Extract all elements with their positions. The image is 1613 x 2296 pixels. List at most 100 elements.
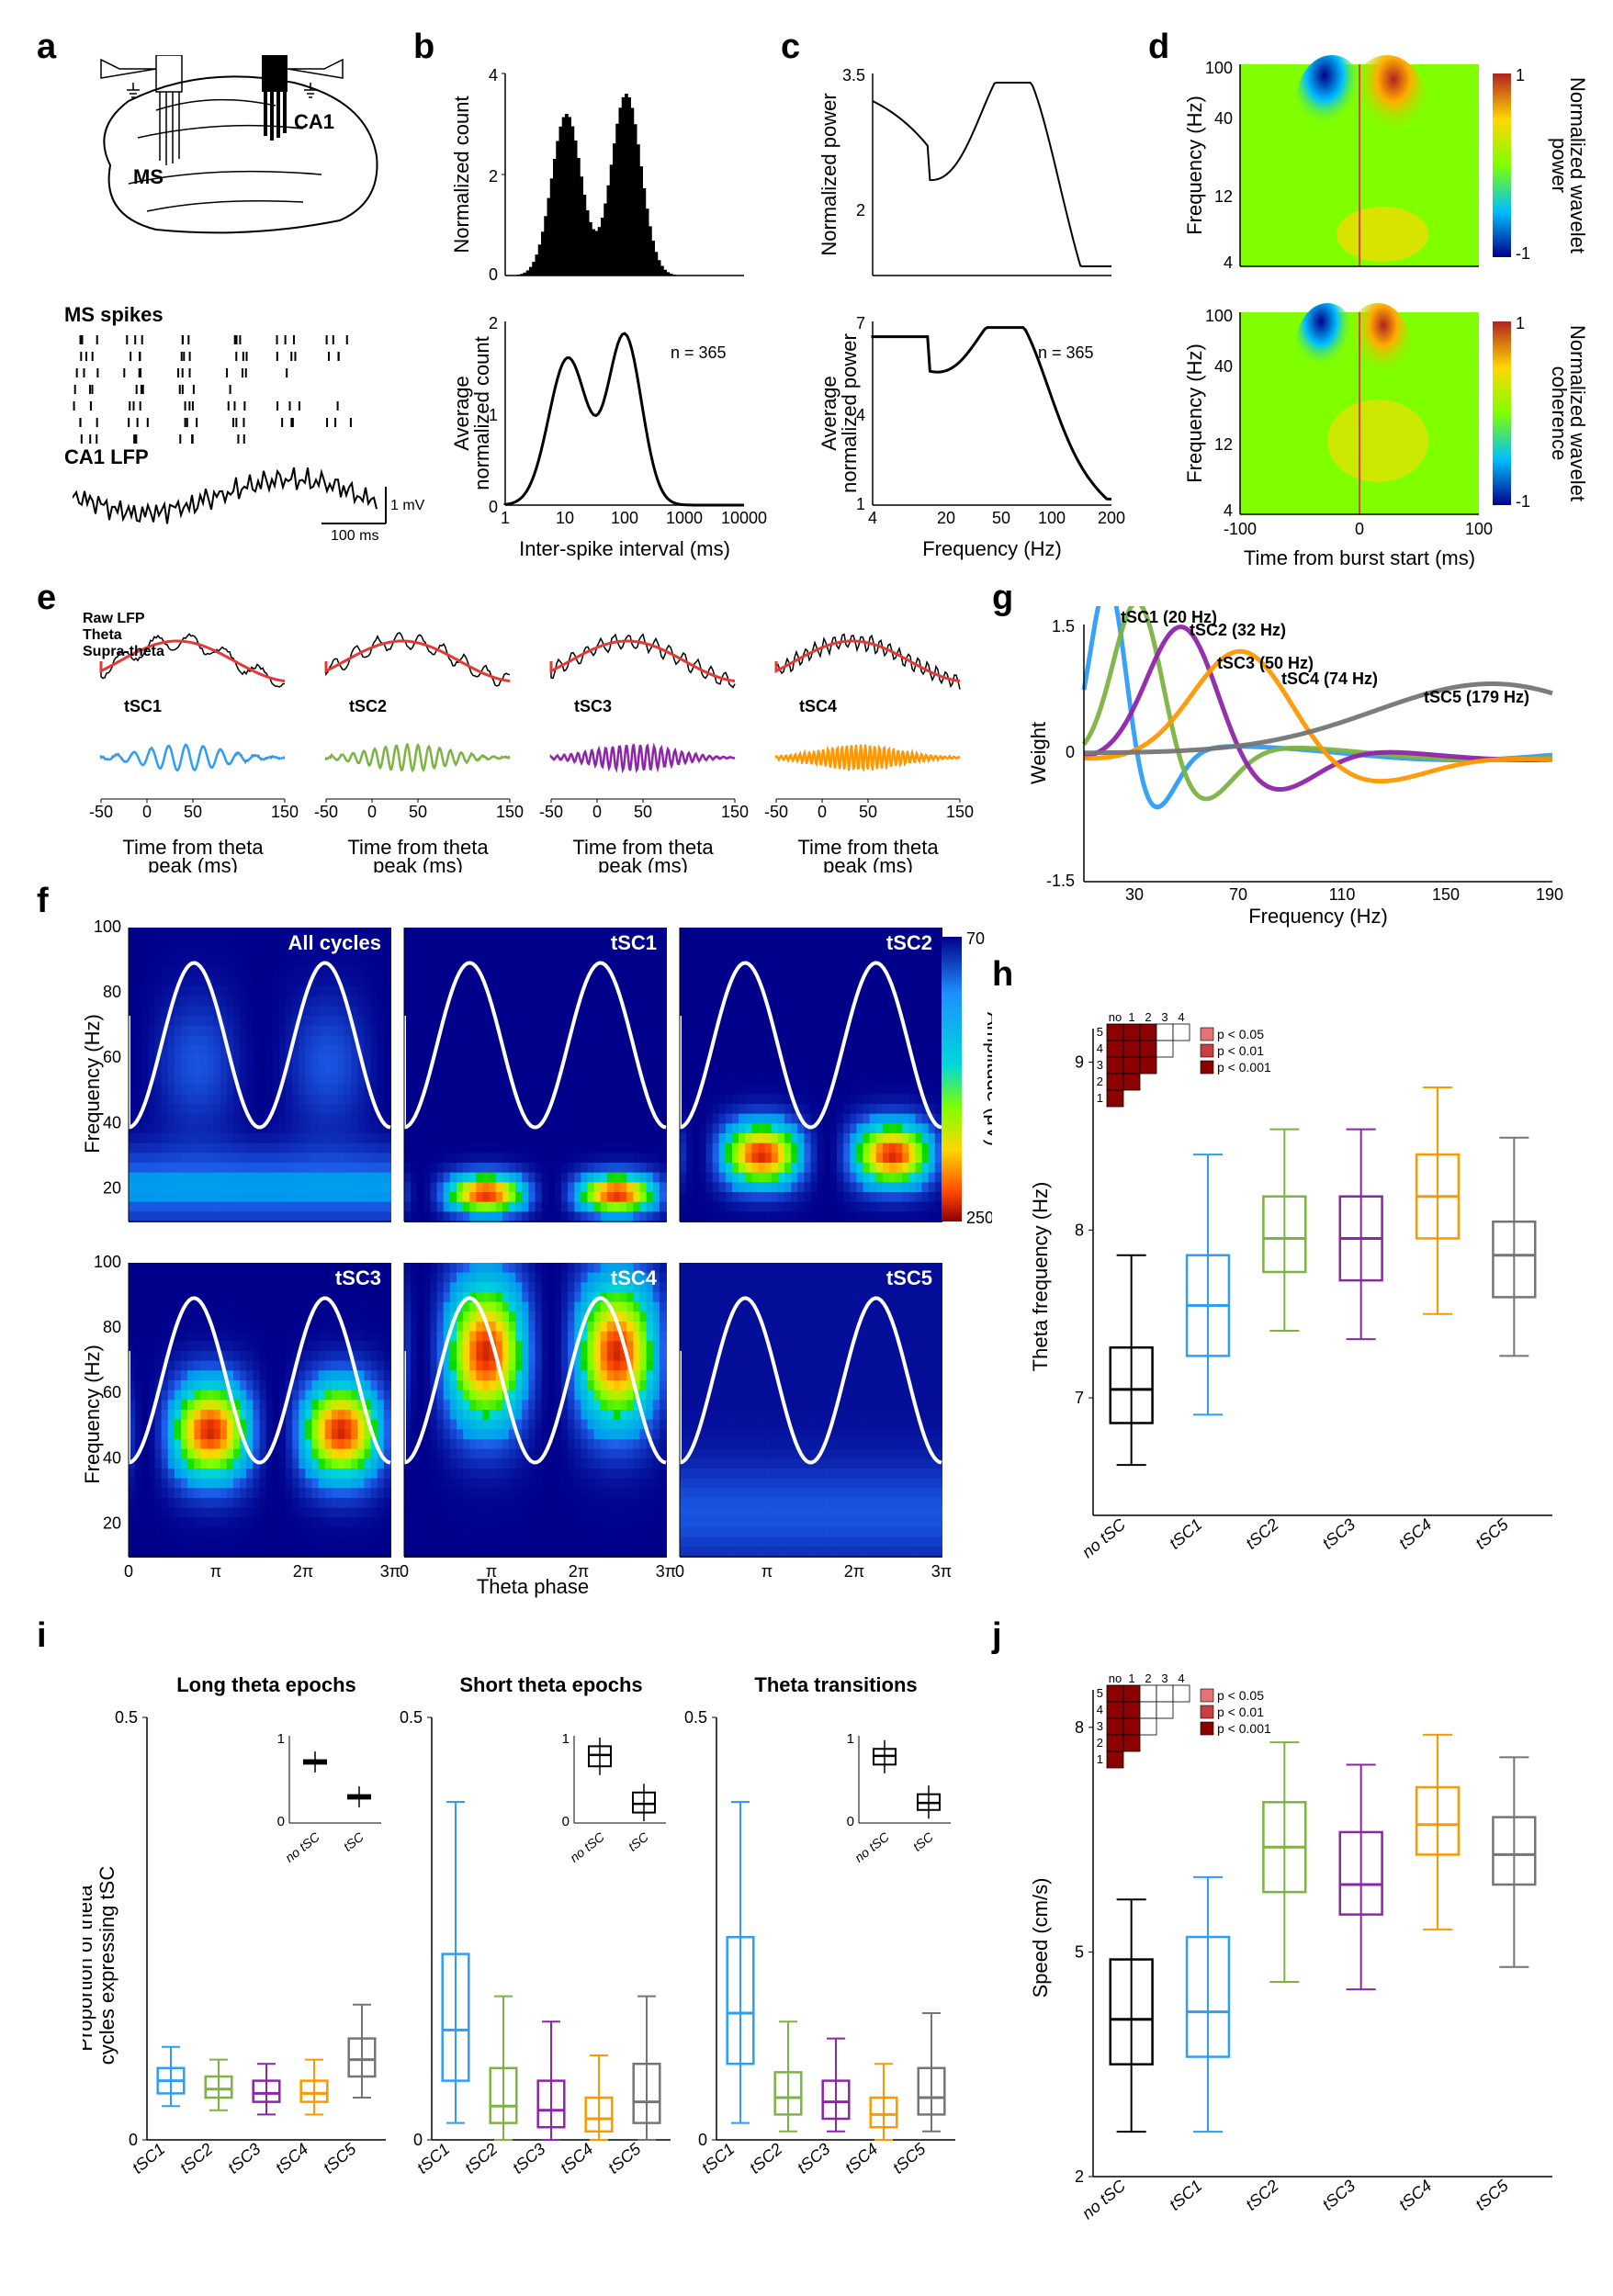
svg-text:12: 12 [1214,435,1233,454]
svg-text:80: 80 [103,983,121,1001]
panel-a-traces: MS spikes CA1 LFP 1 mV 100 ms [64,303,432,560]
svg-text:tSC4: tSC4 [799,697,837,715]
svg-text:200: 200 [1098,509,1125,527]
svg-text:10000: 10000 [721,509,767,527]
svg-text:All cycles: All cycles [288,931,381,954]
panel-j: 258no tSCtSC1tSC2tSC3tSC4tSC554321no1234… [1029,1653,1580,2259]
svg-text:0: 0 [489,265,498,284]
svg-text:tSC1: tSC1 [611,931,657,954]
ca1-lfp-label: CA1 LFP [64,445,149,468]
svg-text:-50: -50 [314,803,338,821]
svg-text:4: 4 [1224,253,1233,272]
panel-f-svg: All cycles20406080100tSC1tSC2tSC32040608… [83,918,992,1598]
panel-label-g: g [992,579,1013,618]
svg-text:100: 100 [611,509,638,527]
svg-text:1000: 1000 [666,509,703,527]
panel-i: Proportion of theta cycles expressing tS… [83,1653,992,2259]
f-cbar-label: Amplitude (μV) [983,1012,992,1146]
svg-text:0: 0 [1355,520,1364,538]
svg-text:0: 0 [142,803,152,821]
svg-text:1: 1 [501,509,510,527]
svg-text:100: 100 [1205,307,1233,325]
svg-text:60: 60 [103,1048,121,1066]
svg-text:150: 150 [946,803,974,821]
h-ylabel: Theta frequency (Hz) [1029,1182,1052,1372]
d-bot-cbar: Normalized waveletcoherence [1548,325,1589,501]
g-xlabel: Frequency (Hz) [1248,905,1388,928]
panel-label-h: h [992,955,1013,995]
svg-text:1: 1 [1516,66,1525,84]
svg-text:40: 40 [103,1113,121,1131]
g-tsc4: tSC4 (74 Hz) [1281,670,1378,688]
svg-text:Time from thetapeak (ms): Time from thetapeak (ms) [797,836,939,872]
c-n-text: n = 365 [1038,343,1094,362]
svg-text:50: 50 [634,803,652,821]
panel-c: 3.5 2 Normalized power 7 4 1 4 20 50 100… [818,55,1139,569]
svg-text:Time from thetapeak (ms): Time from thetapeak (ms) [572,836,714,872]
ms-spikes-label: MS spikes [64,303,164,326]
legend-raw: Raw LFP [83,611,145,626]
d-xlabel: Time from burst start (ms) [1244,546,1475,569]
panel-f: All cycles20406080100tSC1tSC2tSC32040608… [83,918,992,1598]
g-tsc2: tSC2 (32 Hz) [1190,621,1286,639]
svg-text:tSC2: tSC2 [886,931,932,954]
svg-text:100: 100 [94,918,121,936]
svg-text:20: 20 [103,1178,121,1197]
panel-label-f: f [37,882,49,921]
svg-text:-1: -1 [1516,244,1530,263]
svg-text:-1: -1 [1516,492,1530,511]
d-top-cbar: Normalized waveletpower [1548,77,1589,253]
c-top-ylabel: Normalized power [818,93,840,255]
svg-text:3.5: 3.5 [842,66,865,84]
svg-text:2: 2 [856,201,865,219]
b-top-ylabel: Normalized count [450,96,473,253]
svg-text:100: 100 [1205,59,1233,77]
svg-text:0: 0 [818,803,827,821]
svg-text:2: 2 [489,167,498,186]
panel-label-a: a [37,28,56,67]
svg-text:tSC2: tSC2 [349,697,387,715]
svg-text:-100: -100 [1224,520,1257,538]
b-xlabel: Inter-spike interval (ms) [519,537,730,560]
svg-text:1: 1 [1516,314,1525,332]
b-n-text: n = 365 [671,343,727,362]
svg-text:150: 150 [721,803,749,821]
b-bot-ylabel: Averagenormalized count [450,336,493,490]
legend-theta: Theta [83,627,122,643]
svg-text:100: 100 [1465,520,1493,538]
d-bot-ylabel: Frequency (Hz) [1185,343,1206,483]
panel-a-diagram: MS CA1 [64,55,404,294]
panel-label-e: e [37,579,56,618]
svg-text:40: 40 [1214,357,1233,376]
panel-label-j: j [992,1616,1002,1656]
f-ylabel-2: Frequency (Hz) [83,1345,104,1484]
svg-text:-50: -50 [89,803,113,821]
f-xlabel: Theta phase [477,1575,589,1598]
panel-d: 100 40 12 4 1 -1 Frequency (Hz) Normaliz… [1185,55,1589,569]
panel-e-svg: tSC1 -50 0 50 150 Time from thetapeak (ms) tSC… [83,606,983,872]
scale-v: 1 mV [390,498,425,513]
svg-text:150: 150 [496,803,524,821]
svg-text:40: 40 [1214,109,1233,128]
svg-text:50: 50 [992,509,1010,527]
j-ylabel: Speed (cm/s) [1029,1878,1052,1998]
svg-text:4: 4 [868,509,877,527]
svg-text:100: 100 [1038,509,1066,527]
d-top-ylabel: Frequency (Hz) [1185,96,1206,235]
svg-text:0: 0 [489,498,498,516]
panel-label-b: b [413,28,434,67]
ms-label: MS [133,165,164,188]
panel-label-d: d [1148,28,1169,67]
svg-text:0: 0 [367,803,377,821]
svg-text:tSC1: tSC1 [124,697,162,715]
g-ylabel: Weight [1029,722,1050,784]
svg-text:50: 50 [859,803,877,821]
svg-text:4: 4 [1224,501,1233,520]
c-bot-ylabel: Averagenormalized power [818,333,861,493]
svg-text:Time from thetapeak (ms): Time from thetapeak (ms) [347,836,489,872]
svg-text:-50: -50 [539,803,563,821]
svg-text:-50: -50 [764,803,788,821]
svg-text:Time from thetapeak (ms): Time from thetapeak (ms) [122,836,264,872]
panel-h: 789no tSCtSC1tSC2tSC3tSC4tSC554321no1234… [1029,992,1580,1598]
f-ylabel-1: Frequency (Hz) [83,1014,104,1154]
